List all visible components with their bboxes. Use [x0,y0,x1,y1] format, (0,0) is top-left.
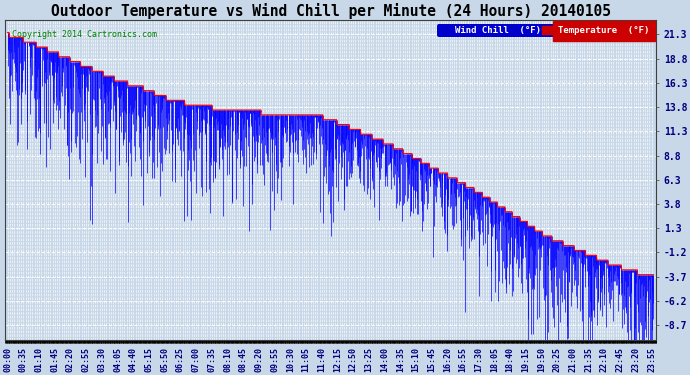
Legend: Wind Chill  (°F), Temperature  (°F): Wind Chill (°F), Temperature (°F) [437,24,651,37]
Text: Copyright 2014 Cartronics.com: Copyright 2014 Cartronics.com [12,30,157,39]
Title: Outdoor Temperature vs Wind Chill per Minute (24 Hours) 20140105: Outdoor Temperature vs Wind Chill per Mi… [51,3,611,19]
